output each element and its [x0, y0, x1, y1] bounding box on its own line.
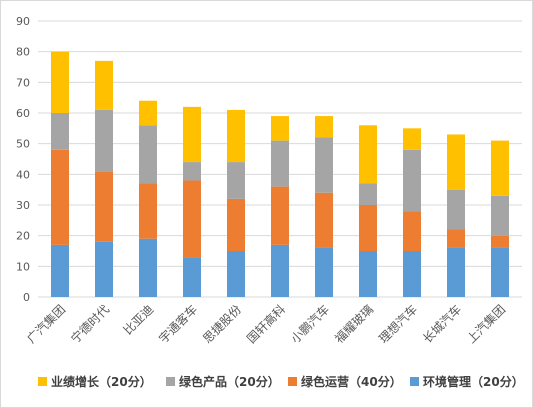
y-tick-label: 80: [16, 46, 30, 59]
y-tick-label: 10: [16, 260, 30, 273]
bar-segment: [271, 186, 289, 245]
bar-segment: [447, 247, 465, 297]
bar-segment: [491, 140, 509, 196]
bar-segment: [183, 180, 201, 258]
bar-segment: [315, 247, 333, 297]
bar-segment: [271, 116, 289, 141]
bar-segment: [359, 183, 377, 205]
x-tick-label: 上汽集团: [464, 301, 509, 346]
y-tick-label: 60: [16, 107, 30, 120]
bar-segment: [51, 244, 69, 297]
x-tick-label: 小鹏汽车: [288, 301, 333, 346]
bar-segment: [403, 149, 421, 212]
bar-segment: [403, 128, 421, 150]
bar-segment: [95, 60, 113, 110]
x-tick-label: 福耀玻璃: [332, 301, 377, 346]
bar-segment: [227, 162, 245, 199]
bar-segment: [491, 247, 509, 297]
bar-segment: [95, 171, 113, 242]
bar-segment: [315, 116, 333, 138]
bar-segment: [359, 205, 377, 251]
legend-label: 绿色产品（20分）: [179, 374, 280, 389]
y-tick-label: 90: [16, 15, 30, 28]
bar-segment: [139, 125, 157, 184]
bar-segment: [447, 189, 465, 230]
bar-segment: [183, 162, 201, 181]
bar-segment: [491, 235, 509, 248]
x-tick-label: 思捷股份: [200, 302, 244, 346]
legend-swatch: [38, 377, 47, 386]
bar-segment: [139, 183, 157, 239]
x-tick-label: 国轩高科: [244, 301, 289, 346]
legend-label: 环境管理（20分）: [423, 374, 524, 389]
bar-segment: [447, 229, 465, 248]
bar-segment: [51, 149, 69, 245]
bar-segment: [315, 192, 333, 248]
y-tick-label: 40: [16, 168, 30, 181]
bar-segment: [227, 251, 245, 297]
x-tick-label: 广汽集团: [24, 301, 69, 346]
y-tick-label: 70: [16, 76, 30, 89]
y-tick-label: 0: [23, 291, 30, 304]
bar-segment: [447, 134, 465, 190]
bar-segment: [403, 251, 421, 297]
bar-segment: [51, 113, 69, 150]
legend-swatch: [410, 377, 419, 386]
legend-swatch: [288, 377, 297, 386]
x-tick-label: 比亚迪: [121, 302, 156, 337]
bar-segment: [491, 195, 509, 236]
bar-segment: [227, 109, 245, 163]
bar-segment: [227, 198, 245, 251]
bar-segment: [271, 140, 289, 187]
bar-segment: [359, 125, 377, 184]
y-tick-label: 20: [16, 230, 30, 243]
bar-segment: [51, 51, 69, 113]
x-tick-label: 长城汽车: [420, 301, 465, 346]
y-tick-label: 50: [16, 138, 30, 151]
x-tick-label: 宁德时代: [68, 301, 113, 346]
bar-segment: [95, 109, 113, 172]
bar-segment: [183, 106, 201, 163]
bar-segment: [315, 137, 333, 193]
bar-segment: [183, 257, 201, 297]
bar-segment: [359, 251, 377, 297]
bar-segment: [271, 244, 289, 297]
y-tick-label: 30: [16, 199, 30, 212]
x-tick-label: 理想汽车: [376, 301, 421, 346]
legend-swatch: [166, 377, 175, 386]
x-tick-label: 宇通客车: [156, 301, 201, 346]
legend-label: 业绩增长（20分）: [51, 374, 152, 389]
bar-segment: [139, 100, 157, 126]
legend-label: 绿色运营（40分）: [301, 374, 402, 389]
bar-segment: [403, 211, 421, 251]
bar-segment: [95, 241, 113, 297]
bar-segment: [139, 238, 157, 297]
